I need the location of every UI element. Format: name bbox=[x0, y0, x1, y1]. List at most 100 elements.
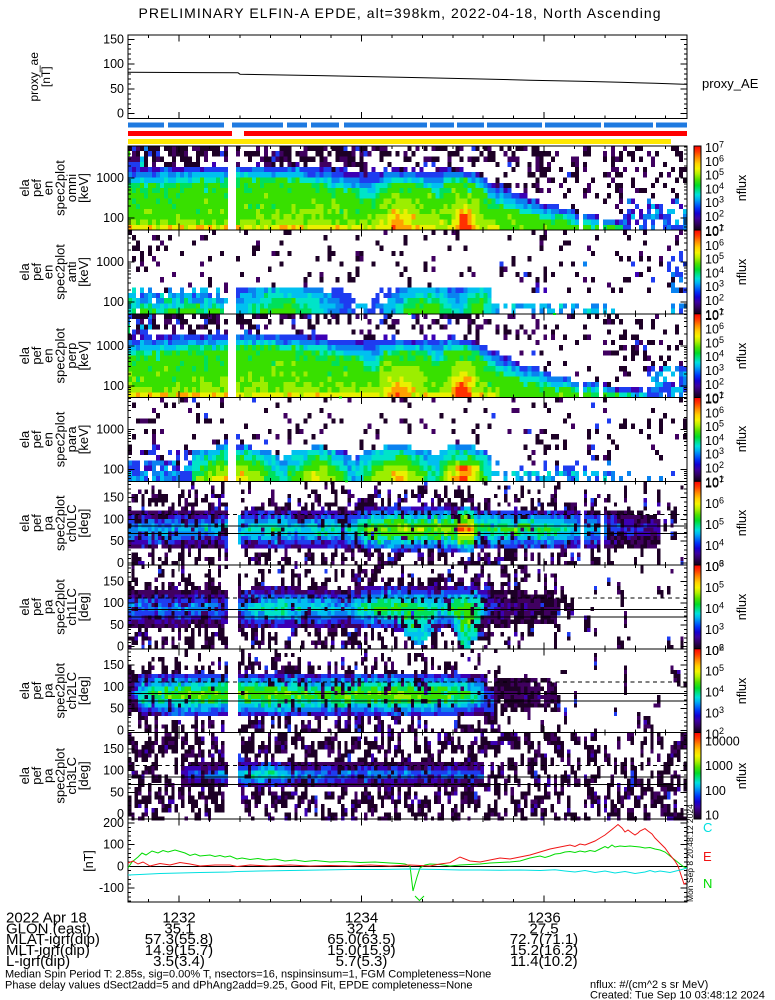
svg-text:6: 6 bbox=[719, 496, 724, 506]
svg-text:10: 10 bbox=[705, 809, 719, 823]
svg-text:7: 7 bbox=[719, 224, 724, 234]
svg-text:10: 10 bbox=[705, 393, 719, 407]
svg-text:1000: 1000 bbox=[96, 255, 124, 269]
svg-text:50: 50 bbox=[110, 785, 124, 799]
svg-text:omni: omni bbox=[64, 174, 79, 202]
svg-text:150: 150 bbox=[103, 32, 124, 46]
svg-text:ch3LC: ch3LC bbox=[64, 757, 79, 795]
svg-text:100: 100 bbox=[103, 211, 124, 225]
svg-text:10: 10 bbox=[705, 155, 719, 169]
svg-text:PRELIMINARY ELFIN-A EPDE, alt=: PRELIMINARY ELFIN-A EPDE, alt=398km, 202… bbox=[138, 5, 661, 21]
svg-text:[keV]: [keV] bbox=[76, 425, 91, 455]
svg-text:[keV]: [keV] bbox=[76, 341, 91, 371]
svg-text:4: 4 bbox=[719, 538, 724, 548]
svg-text:50: 50 bbox=[110, 702, 124, 716]
svg-text:4: 4 bbox=[719, 684, 724, 694]
svg-text:11.4(10.2): 11.4(10.2) bbox=[510, 953, 577, 970]
svg-text:10: 10 bbox=[705, 196, 719, 210]
svg-text:spec2plot: spec2plot bbox=[52, 244, 67, 300]
svg-text:spec2plot: spec2plot bbox=[52, 160, 67, 216]
svg-text:14.9(15.7): 14.9(15.7) bbox=[145, 942, 213, 959]
svg-text:spec2plot: spec2plot bbox=[52, 748, 67, 804]
svg-text:spec2plot: spec2plot bbox=[52, 411, 67, 467]
svg-text:[nT]: [nT] bbox=[82, 850, 96, 872]
svg-text:1000: 1000 bbox=[96, 339, 124, 353]
svg-text:100: 100 bbox=[103, 764, 124, 778]
svg-text:10: 10 bbox=[705, 141, 719, 155]
svg-text:100: 100 bbox=[103, 463, 124, 477]
svg-text:2022 Apr 18: 2022 Apr 18 bbox=[6, 909, 87, 926]
svg-text:100: 100 bbox=[103, 295, 124, 309]
svg-text:10: 10 bbox=[705, 336, 719, 350]
svg-text:1000: 1000 bbox=[96, 423, 124, 437]
svg-text:10: 10 bbox=[705, 686, 719, 700]
svg-text:2: 2 bbox=[719, 460, 724, 470]
svg-text:nflux: nflux bbox=[735, 593, 749, 620]
svg-text:Mon Sep 8 20:48:12 2024: Mon Sep 8 20:48:12 2024 bbox=[685, 804, 695, 902]
svg-text:5: 5 bbox=[719, 251, 724, 261]
svg-text:ch1LC: ch1LC bbox=[64, 588, 79, 626]
svg-text:5.7(5.3): 5.7(5.3) bbox=[336, 953, 388, 970]
svg-text:10: 10 bbox=[705, 623, 719, 637]
svg-text:Created: Tue Sep 10 03:48:12 2: Created: Tue Sep 10 03:48:12 2024 bbox=[590, 990, 765, 1000]
svg-text:5: 5 bbox=[719, 167, 724, 177]
svg-text:1232: 1232 bbox=[162, 909, 195, 926]
svg-text:100: 100 bbox=[103, 57, 124, 71]
svg-text:Median Spin Period T: 2.85s, s: Median Spin Period T: 2.85s, sig=0.00% T… bbox=[5, 969, 491, 981]
svg-text:1: 1 bbox=[719, 222, 724, 232]
svg-text:1: 1 bbox=[719, 474, 724, 484]
svg-text:ela: ela bbox=[17, 514, 32, 532]
svg-text:1: 1 bbox=[719, 306, 724, 316]
svg-text:1236: 1236 bbox=[527, 909, 560, 926]
svg-text:3.5(3.4): 3.5(3.4) bbox=[153, 953, 205, 970]
svg-text:pef: pef bbox=[29, 346, 44, 364]
svg-text:2: 2 bbox=[719, 726, 724, 736]
svg-text:6: 6 bbox=[719, 237, 724, 247]
svg-text:10: 10 bbox=[705, 406, 719, 420]
svg-text:ela: ela bbox=[17, 681, 32, 699]
svg-text:100: 100 bbox=[705, 784, 726, 798]
svg-text:100: 100 bbox=[103, 838, 124, 852]
svg-text:10: 10 bbox=[705, 497, 719, 511]
svg-text:10: 10 bbox=[705, 392, 719, 406]
svg-text:7: 7 bbox=[719, 307, 724, 317]
svg-text:10: 10 bbox=[705, 309, 719, 323]
svg-text:6: 6 bbox=[719, 153, 724, 163]
svg-text:[deg]: [deg] bbox=[76, 509, 91, 538]
svg-text:nflux: nflux bbox=[735, 762, 749, 789]
svg-text:10: 10 bbox=[705, 665, 719, 679]
svg-text:pef: pef bbox=[29, 430, 44, 448]
svg-text:[keV]: [keV] bbox=[76, 257, 91, 287]
svg-text:pef: pef bbox=[29, 262, 44, 280]
svg-text:7: 7 bbox=[719, 391, 724, 401]
svg-text:0: 0 bbox=[117, 807, 124, 821]
svg-text:GLON (east): GLON (east) bbox=[6, 920, 91, 937]
svg-text:ela: ela bbox=[17, 262, 32, 280]
svg-text:N: N bbox=[703, 876, 712, 891]
svg-text:L-igrf(dip): L-igrf(dip) bbox=[6, 953, 70, 970]
svg-text:10: 10 bbox=[705, 644, 719, 658]
svg-text:100: 100 bbox=[103, 680, 124, 694]
svg-text:proxy_ae: proxy_ae bbox=[27, 52, 41, 102]
svg-text:100: 100 bbox=[103, 512, 124, 526]
svg-text:27.5: 27.5 bbox=[529, 920, 558, 937]
svg-text:10: 10 bbox=[705, 644, 719, 658]
svg-text:10: 10 bbox=[705, 323, 719, 337]
svg-text:4: 4 bbox=[719, 181, 724, 191]
svg-text:150: 150 bbox=[103, 574, 124, 588]
svg-text:pa: pa bbox=[41, 683, 56, 698]
svg-text:Phase delay values dSect2add=5: Phase delay values dSect2add=5 and dPhAn… bbox=[5, 980, 473, 992]
svg-text:nflux: nflux bbox=[735, 677, 749, 704]
svg-text:ela: ela bbox=[17, 766, 32, 784]
svg-text:10: 10 bbox=[705, 350, 719, 364]
svg-text:50: 50 bbox=[110, 534, 124, 548]
svg-text:ela: ela bbox=[17, 597, 32, 615]
svg-text:10: 10 bbox=[705, 169, 719, 183]
svg-text:4: 4 bbox=[719, 432, 724, 442]
svg-text:[deg]: [deg] bbox=[76, 676, 91, 705]
svg-text:10: 10 bbox=[705, 280, 719, 294]
svg-text:10: 10 bbox=[705, 728, 719, 742]
svg-text:0: 0 bbox=[117, 640, 124, 654]
svg-text:E: E bbox=[703, 849, 712, 864]
svg-text:10: 10 bbox=[705, 475, 719, 489]
